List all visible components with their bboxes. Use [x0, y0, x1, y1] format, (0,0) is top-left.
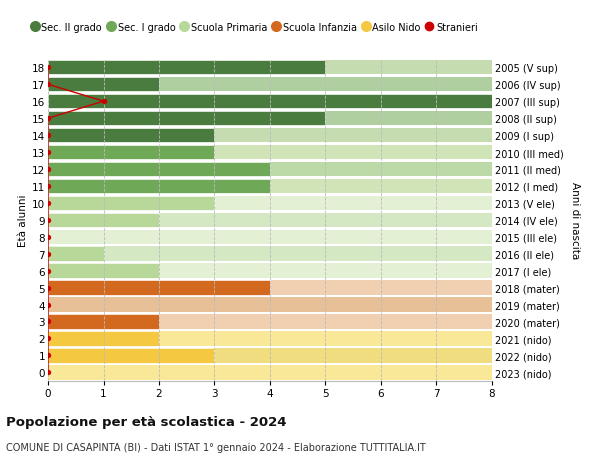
- Bar: [48, 213, 159, 228]
- Bar: [48, 314, 159, 329]
- Bar: [48, 179, 270, 194]
- Point: [98, 98, 109, 106]
- Point: [43, 318, 53, 325]
- Point: [43, 335, 53, 342]
- Bar: [48, 331, 492, 346]
- Point: [43, 200, 53, 207]
- Point: [43, 81, 53, 89]
- Text: Popolazione per età scolastica - 2024: Popolazione per età scolastica - 2024: [6, 415, 287, 428]
- Bar: [48, 179, 492, 194]
- Point: [43, 369, 53, 376]
- Bar: [48, 348, 492, 363]
- Bar: [48, 298, 492, 312]
- Bar: [48, 112, 325, 126]
- Bar: [48, 213, 492, 228]
- Bar: [48, 230, 492, 244]
- Bar: [48, 196, 215, 211]
- Bar: [48, 264, 159, 278]
- Point: [43, 217, 53, 224]
- Bar: [48, 95, 492, 109]
- Bar: [48, 348, 215, 363]
- Point: [43, 284, 53, 291]
- Bar: [48, 146, 492, 160]
- Bar: [48, 78, 159, 92]
- Text: COMUNE DI CASAPINTA (BI) - Dati ISTAT 1° gennaio 2024 - Elaborazione TUTTITALIA.: COMUNE DI CASAPINTA (BI) - Dati ISTAT 1°…: [6, 442, 426, 452]
- Bar: [48, 146, 215, 160]
- Point: [43, 301, 53, 308]
- Y-axis label: Anni di nascita: Anni di nascita: [570, 182, 580, 259]
- Point: [43, 251, 53, 258]
- Bar: [48, 95, 492, 109]
- Bar: [48, 129, 492, 143]
- Bar: [48, 129, 215, 143]
- Bar: [48, 196, 492, 211]
- Point: [43, 149, 53, 157]
- Point: [43, 115, 53, 123]
- Bar: [48, 365, 492, 380]
- Point: [43, 166, 53, 173]
- Bar: [48, 264, 492, 278]
- Bar: [48, 61, 492, 75]
- Bar: [48, 162, 270, 177]
- Bar: [48, 314, 492, 329]
- Bar: [48, 112, 492, 126]
- Bar: [48, 281, 492, 295]
- Bar: [48, 61, 325, 75]
- Point: [43, 268, 53, 275]
- Point: [43, 352, 53, 359]
- Legend: Sec. II grado, Sec. I grado, Scuola Primaria, Scuola Infanzia, Asilo Nido, Stran: Sec. II grado, Sec. I grado, Scuola Prim…: [31, 23, 478, 33]
- Point: [43, 132, 53, 140]
- Bar: [48, 78, 492, 92]
- Point: [43, 234, 53, 241]
- Y-axis label: Età alunni: Età alunni: [18, 194, 28, 246]
- Point: [43, 183, 53, 190]
- Bar: [48, 247, 492, 261]
- Bar: [48, 162, 492, 177]
- Point: [43, 64, 53, 72]
- Bar: [48, 281, 270, 295]
- Bar: [48, 331, 159, 346]
- Bar: [48, 247, 104, 261]
